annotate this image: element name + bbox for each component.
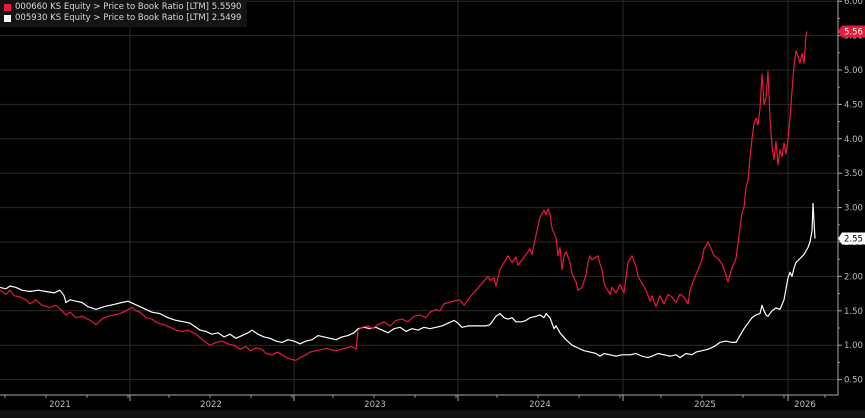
y-tick-label: 1.00 [844, 341, 863, 351]
x-tick-label: 2022 [200, 400, 222, 410]
white-swatch-icon [4, 15, 11, 22]
y-tick-label: 3.00 [844, 204, 863, 214]
y-tick-label: 4.50 [844, 100, 863, 110]
bottom-strip [0, 410, 865, 418]
legend-label: 005930 KS Equity > Price to Book Ratio [… [15, 13, 242, 23]
y-tick-label: 6.00 [844, 0, 863, 7]
last-value-label: 5.56 [844, 27, 863, 37]
axes: 6.005.505.004.504.003.503.002.502.001.50… [0, 0, 863, 410]
last-value-tags: 5.56 2.55 [838, 25, 865, 245]
x-tick-label: 2023 [364, 400, 386, 410]
red-swatch-icon [4, 4, 11, 11]
y-tick-label: 4.00 [844, 135, 863, 145]
gridlines [0, 0, 838, 395]
y-tick-label: 5.00 [844, 66, 863, 76]
legend-item-005930[interactable]: 005930 KS Equity > Price to Book Ratio [… [4, 13, 241, 24]
y-tick-label: 2.00 [844, 272, 863, 282]
x-tick-label: 2026 [794, 400, 816, 410]
y-tick-label: 3.50 [844, 169, 863, 179]
x-tick-label: 2025 [694, 400, 716, 410]
y-tick-label: 0.50 [844, 376, 863, 386]
last-value-label: 2.55 [844, 235, 863, 245]
y-tick-label: 1.50 [844, 307, 863, 317]
series-005930-line [0, 202, 816, 359]
x-tick-label: 2024 [529, 400, 551, 410]
legend-label: 000660 KS Equity > Price to Book Ratio [… [15, 2, 242, 12]
series-000660-line [0, 31, 808, 361]
legend: 000660 KS Equity > Price to Book Ratio [… [0, 0, 248, 27]
legend-item-000660[interactable]: 000660 KS Equity > Price to Book Ratio [… [4, 2, 241, 13]
x-tick-label: 2021 [49, 400, 71, 410]
